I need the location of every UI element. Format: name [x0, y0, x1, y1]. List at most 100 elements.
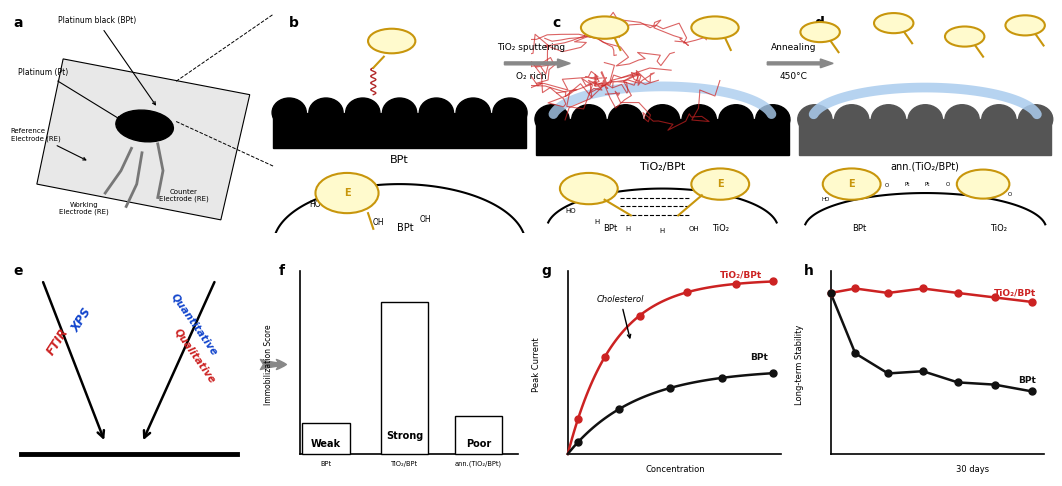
Circle shape	[609, 105, 643, 134]
Text: BPt: BPt	[603, 224, 617, 233]
Text: d: d	[815, 17, 825, 31]
Circle shape	[1018, 105, 1052, 134]
Text: Pt: Pt	[925, 182, 930, 187]
Circle shape	[382, 98, 416, 127]
Circle shape	[872, 105, 906, 134]
Text: Reference
Electrode (RE): Reference Electrode (RE)	[11, 128, 86, 160]
Text: Peak Current: Peak Current	[532, 337, 541, 392]
Bar	[303, 423, 349, 454]
Text: OH: OH	[421, 215, 431, 225]
Text: Poor: Poor	[466, 439, 491, 450]
Ellipse shape	[801, 22, 840, 42]
Text: Annealing: Annealing	[771, 43, 817, 52]
Bar	[455, 416, 502, 454]
Text: Immobilization Score: Immobilization Score	[263, 324, 273, 405]
Ellipse shape	[116, 110, 173, 142]
Text: TiO₂ sputtering: TiO₂ sputtering	[497, 43, 565, 52]
Ellipse shape	[957, 170, 1009, 199]
Text: Strong: Strong	[387, 431, 424, 440]
Text: f: f	[278, 264, 285, 278]
Text: Long-term Stability: Long-term Stability	[794, 324, 804, 405]
Text: TiO₂/BPt: TiO₂/BPt	[639, 162, 685, 172]
Circle shape	[835, 105, 869, 134]
Text: O: O	[1007, 191, 1011, 197]
Text: O₂ rich: O₂ rich	[516, 72, 546, 81]
Bar	[799, 119, 1051, 155]
Ellipse shape	[1006, 16, 1045, 35]
Text: OH: OH	[688, 226, 699, 232]
Text: c: c	[552, 17, 561, 31]
Text: BPt: BPt	[853, 224, 867, 233]
Circle shape	[719, 105, 753, 134]
Text: O: O	[966, 184, 971, 189]
Text: H: H	[626, 226, 631, 232]
Circle shape	[756, 105, 790, 134]
Text: H: H	[594, 219, 599, 225]
Text: O: O	[885, 183, 889, 189]
Circle shape	[646, 105, 680, 134]
Text: 30 days: 30 days	[956, 465, 989, 474]
Text: TiO₂/BPt: TiO₂/BPt	[391, 461, 418, 467]
Ellipse shape	[823, 169, 880, 200]
Circle shape	[419, 98, 453, 127]
Ellipse shape	[581, 17, 629, 39]
Bar	[381, 302, 428, 454]
Text: Platinum black (BPt): Platinum black (BPt)	[58, 17, 155, 105]
Text: H: H	[660, 228, 665, 234]
Text: O: O	[864, 186, 869, 191]
Ellipse shape	[691, 169, 749, 200]
Circle shape	[272, 98, 306, 127]
Polygon shape	[37, 59, 250, 220]
Text: e: e	[13, 264, 22, 278]
Text: Concentration: Concentration	[646, 465, 705, 474]
Text: BPt: BPt	[390, 155, 409, 165]
Bar	[273, 113, 526, 148]
Text: Working
Electrode (RE): Working Electrode (RE)	[59, 202, 109, 215]
Text: Quantitative: Quantitative	[170, 291, 220, 357]
Text: HO: HO	[565, 208, 576, 214]
Text: b: b	[289, 17, 299, 31]
Ellipse shape	[315, 173, 378, 213]
Text: E: E	[717, 179, 723, 189]
Text: a: a	[13, 17, 22, 31]
Text: BPt: BPt	[396, 223, 413, 233]
Text: TiO₂: TiO₂	[991, 224, 1008, 233]
Circle shape	[981, 105, 1016, 134]
Text: Pt: Pt	[905, 182, 910, 187]
Text: Counter
Electrode (RE): Counter Electrode (RE)	[159, 189, 209, 202]
Text: Cholesterol: Cholesterol	[597, 295, 645, 338]
Circle shape	[535, 105, 569, 134]
Circle shape	[346, 98, 380, 127]
Text: ann.(TiO₂/BPt): ann.(TiO₂/BPt)	[891, 162, 960, 172]
Text: Weak: Weak	[311, 439, 341, 450]
Ellipse shape	[874, 13, 913, 33]
Circle shape	[908, 105, 942, 134]
Text: TiO₂/BPt: TiO₂/BPt	[720, 271, 763, 279]
Bar	[536, 119, 789, 155]
Text: h: h	[804, 264, 815, 278]
Text: XPS: XPS	[69, 305, 95, 334]
Text: H: H	[844, 191, 847, 195]
Ellipse shape	[691, 17, 739, 39]
Text: E: E	[344, 188, 350, 198]
Text: TiO₂: TiO₂	[712, 224, 729, 233]
Circle shape	[571, 105, 606, 134]
Circle shape	[682, 105, 716, 134]
Text: FTIR: FTIR	[45, 326, 71, 358]
Text: HO: HO	[310, 200, 322, 208]
Text: g: g	[542, 264, 551, 278]
Text: Qualitative: Qualitative	[172, 326, 217, 385]
Text: BPt: BPt	[750, 353, 768, 362]
Text: BPt: BPt	[321, 461, 331, 467]
Text: 450°C: 450°C	[780, 72, 808, 81]
Circle shape	[493, 98, 527, 127]
Text: OH: OH	[373, 218, 384, 226]
Text: E: E	[849, 179, 855, 189]
Ellipse shape	[369, 29, 415, 53]
Text: Ti: Ti	[987, 187, 991, 192]
Text: Platinum (Pt): Platinum (Pt)	[18, 68, 120, 120]
Circle shape	[945, 105, 979, 134]
Text: BPt: BPt	[1017, 376, 1035, 384]
Text: ann.(TiO₂/BPt): ann.(TiO₂/BPt)	[455, 461, 502, 467]
Text: HO: HO	[821, 197, 829, 202]
